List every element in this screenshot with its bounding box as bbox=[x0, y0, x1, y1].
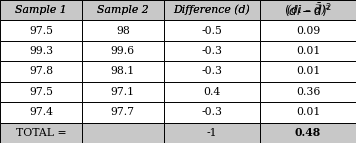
Bar bbox=[82, 41, 164, 61]
Text: Difference (d): Difference (d) bbox=[173, 5, 250, 15]
Text: -1: -1 bbox=[206, 128, 217, 138]
Text: -0.5: -0.5 bbox=[201, 26, 222, 36]
Text: 0.09: 0.09 bbox=[296, 26, 320, 36]
Text: 97.8: 97.8 bbox=[29, 66, 53, 77]
Bar bbox=[164, 82, 260, 102]
Text: 0.48: 0.48 bbox=[295, 127, 321, 138]
Text: 0.01: 0.01 bbox=[296, 66, 320, 77]
Bar bbox=[164, 102, 260, 123]
Text: (di – d̅)²: (di – d̅)² bbox=[287, 5, 329, 15]
Bar bbox=[164, 0, 260, 20]
Text: 0.4: 0.4 bbox=[203, 87, 220, 97]
Bar bbox=[260, 102, 356, 123]
Text: Sample 2: Sample 2 bbox=[97, 5, 149, 15]
Bar bbox=[164, 61, 260, 82]
Bar bbox=[164, 123, 260, 143]
Bar bbox=[260, 0, 356, 20]
Bar bbox=[260, 20, 356, 41]
Bar bbox=[82, 123, 164, 143]
Text: 97.5: 97.5 bbox=[29, 87, 53, 97]
Bar bbox=[0, 20, 82, 41]
Text: 97.4: 97.4 bbox=[29, 107, 53, 117]
Text: Sample 1: Sample 1 bbox=[15, 5, 67, 15]
Text: 0.01: 0.01 bbox=[296, 46, 320, 56]
Bar bbox=[260, 0, 356, 20]
Text: 97.1: 97.1 bbox=[111, 87, 135, 97]
Text: -0.3: -0.3 bbox=[201, 46, 222, 56]
Bar bbox=[0, 123, 82, 143]
Bar bbox=[82, 20, 164, 41]
Bar bbox=[82, 61, 164, 82]
Text: 98.1: 98.1 bbox=[111, 66, 135, 77]
Bar bbox=[164, 0, 260, 20]
Text: 0.36: 0.36 bbox=[296, 87, 320, 97]
Bar bbox=[82, 0, 164, 20]
Bar bbox=[0, 41, 82, 61]
Bar bbox=[260, 82, 356, 102]
Bar bbox=[82, 0, 164, 20]
Bar bbox=[0, 82, 82, 102]
Bar bbox=[0, 0, 82, 20]
Bar bbox=[260, 41, 356, 61]
Bar bbox=[164, 20, 260, 41]
Text: Difference (d): Difference (d) bbox=[173, 5, 250, 15]
Bar bbox=[164, 41, 260, 61]
Text: 97.5: 97.5 bbox=[29, 26, 53, 36]
Text: -0.3: -0.3 bbox=[201, 66, 222, 77]
Text: 99.6: 99.6 bbox=[111, 46, 135, 56]
Bar bbox=[82, 102, 164, 123]
Text: 0.01: 0.01 bbox=[296, 107, 320, 117]
Text: 98: 98 bbox=[116, 26, 130, 36]
Text: Sample 1: Sample 1 bbox=[15, 5, 67, 15]
Bar bbox=[260, 123, 356, 143]
Bar bbox=[0, 61, 82, 82]
Text: 97.7: 97.7 bbox=[111, 107, 135, 117]
Bar bbox=[260, 61, 356, 82]
Text: 99.3: 99.3 bbox=[29, 46, 53, 56]
Bar bbox=[0, 0, 82, 20]
Bar bbox=[0, 102, 82, 123]
Text: -0.3: -0.3 bbox=[201, 107, 222, 117]
Text: TOTAL =: TOTAL = bbox=[16, 128, 66, 138]
Text: Sample 2: Sample 2 bbox=[97, 5, 149, 15]
Bar bbox=[82, 82, 164, 102]
Text: $\mathit{(di-\bar{d})^{2}}$: $\mathit{(di-\bar{d})^{2}}$ bbox=[284, 1, 332, 19]
